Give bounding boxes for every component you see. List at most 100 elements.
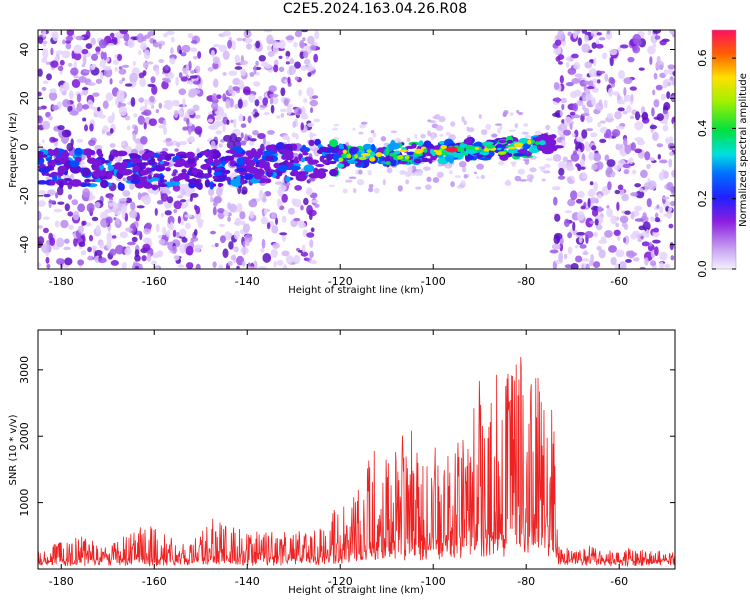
noise-blob bbox=[649, 216, 656, 222]
signal-blob bbox=[154, 164, 166, 172]
noise-blob bbox=[59, 59, 65, 66]
noise-blob bbox=[212, 78, 219, 88]
noise-blob bbox=[100, 51, 105, 60]
signal-blob bbox=[158, 183, 168, 188]
noise-blob bbox=[301, 244, 306, 253]
noise-blob bbox=[77, 203, 86, 213]
signal-core bbox=[479, 151, 490, 156]
noise-blob bbox=[257, 266, 267, 269]
colorbar-tick-label: 0.4 bbox=[696, 120, 709, 138]
noise-blob bbox=[370, 130, 375, 134]
signal-blob bbox=[276, 170, 283, 177]
noise-blob bbox=[190, 192, 199, 198]
noise-blob bbox=[38, 225, 43, 229]
noise-blob bbox=[573, 89, 582, 97]
noise-blob bbox=[591, 97, 596, 106]
noise-blob bbox=[165, 229, 171, 238]
signal-blob bbox=[459, 143, 468, 148]
noise-blob bbox=[169, 221, 174, 230]
noise-blob bbox=[593, 57, 597, 67]
noise-blob bbox=[77, 225, 85, 234]
noise-blob bbox=[665, 137, 670, 145]
noise-blob bbox=[129, 72, 138, 83]
noise-blob bbox=[616, 99, 626, 105]
signal-blob bbox=[112, 149, 117, 157]
noise-blob bbox=[380, 136, 387, 142]
noise-blob bbox=[273, 260, 277, 268]
noise-blob bbox=[141, 111, 149, 116]
signal-core bbox=[463, 152, 469, 156]
noise-blob bbox=[195, 263, 201, 269]
noise-blob bbox=[38, 190, 47, 195]
signal-blob bbox=[84, 178, 91, 183]
noise-blob bbox=[415, 186, 422, 190]
noise-blob bbox=[285, 255, 294, 265]
signal-core bbox=[435, 150, 442, 156]
noise-blob bbox=[166, 196, 174, 204]
noise-blob bbox=[222, 72, 227, 76]
signal-blob bbox=[63, 177, 72, 182]
signal-blob bbox=[139, 181, 152, 185]
noise-blob bbox=[99, 241, 105, 249]
noise-blob bbox=[251, 198, 257, 202]
noise-blob bbox=[584, 141, 590, 149]
noise-blob bbox=[253, 64, 257, 75]
signal-core bbox=[474, 146, 480, 150]
noise-blob bbox=[567, 67, 577, 75]
noise-blob bbox=[43, 193, 51, 198]
noise-blob bbox=[529, 167, 537, 173]
noise-blob bbox=[245, 43, 252, 50]
signal-blob bbox=[85, 150, 96, 156]
signal-blob bbox=[254, 151, 264, 156]
noise-blob bbox=[642, 212, 647, 221]
noise-blob bbox=[572, 114, 581, 119]
colorbar-frame bbox=[711, 29, 737, 270]
noise-blob bbox=[570, 152, 580, 162]
noise-blob bbox=[143, 227, 151, 235]
noise-blob bbox=[158, 124, 166, 129]
noise-blob bbox=[608, 48, 618, 56]
signal-blob bbox=[38, 152, 44, 161]
signal-blob bbox=[173, 162, 184, 168]
noise-blob bbox=[450, 121, 456, 127]
noise-blob bbox=[65, 42, 72, 50]
noise-blob bbox=[181, 237, 188, 243]
noise-blob bbox=[179, 140, 187, 146]
noise-blob bbox=[671, 78, 675, 86]
noise-blob bbox=[632, 33, 642, 44]
noise-blob bbox=[254, 99, 260, 107]
noise-blob bbox=[239, 220, 246, 225]
noise-blob bbox=[38, 36, 44, 45]
noise-blob bbox=[115, 97, 119, 106]
noise-blob bbox=[237, 98, 243, 109]
signal-blob bbox=[59, 153, 65, 159]
noise-blob bbox=[120, 140, 126, 147]
signal-blob bbox=[370, 143, 376, 153]
noise-blob bbox=[192, 80, 201, 85]
noise-blob bbox=[230, 119, 234, 124]
signal-blob bbox=[315, 163, 325, 167]
noise-blob bbox=[652, 230, 660, 238]
noise-blob bbox=[81, 48, 89, 55]
noise-blob bbox=[356, 179, 365, 186]
noise-blob bbox=[215, 130, 223, 135]
signal-blob bbox=[291, 168, 299, 177]
noise-blob bbox=[618, 70, 625, 80]
noise-blob bbox=[567, 198, 576, 207]
noise-blob bbox=[617, 46, 622, 53]
noise-blob bbox=[75, 35, 85, 41]
signal-blob bbox=[507, 148, 520, 154]
noise-blob bbox=[651, 107, 655, 117]
noise-blob bbox=[176, 231, 180, 239]
signal-blob bbox=[139, 169, 150, 176]
noise-blob bbox=[352, 187, 357, 194]
noise-blob bbox=[102, 100, 109, 109]
signal-blob bbox=[301, 144, 307, 150]
noise-blob bbox=[266, 45, 272, 51]
noise-blob bbox=[162, 226, 167, 236]
noise-blob bbox=[55, 192, 59, 199]
signal-blob bbox=[294, 156, 299, 164]
noise-blob bbox=[559, 242, 564, 252]
noise-blob bbox=[565, 61, 570, 68]
noise-blob bbox=[94, 201, 101, 209]
